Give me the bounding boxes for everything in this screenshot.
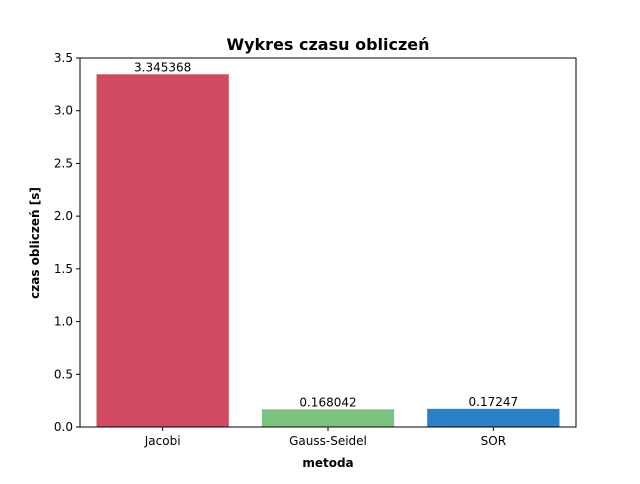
y-tick-label: 0.5	[54, 367, 73, 381]
chart-title: Wykres czasu obliczeń	[226, 35, 429, 54]
bar-gauss-seidel	[261, 409, 395, 427]
y-tick-label: 3.5	[54, 51, 73, 65]
y-tick-label: 1.0	[54, 315, 73, 329]
bar-value-label: 0.168042	[299, 395, 356, 409]
y-tick-label: 1.5	[54, 262, 73, 276]
bar-sor	[427, 408, 560, 427]
x-axis-label: metoda	[302, 456, 353, 470]
y-tick-label: 2.5	[54, 156, 73, 170]
y-tick-label: 0.0	[54, 420, 73, 434]
bar-jacobi	[96, 74, 229, 428]
bar-value-label: 0.17247	[469, 395, 519, 409]
y-axis-label: czas obliczeń [s]	[28, 187, 42, 299]
axes-layer: 0.0 0.5 1.0 1.5 2.0 2.5 3.0 3.5 Jacobi Gauss-Seid…	[54, 51, 577, 448]
x-tick-label: Jacobi	[144, 434, 181, 448]
x-tick-label: SOR	[481, 434, 506, 448]
bars-layer: 3.345368 0.168042 0.17247	[96, 60, 560, 428]
y-tick-label: 2.0	[54, 209, 73, 223]
y-tick-label: 3.0	[54, 104, 73, 118]
bar-value-label: 3.345368	[134, 60, 191, 74]
x-tick-label: Gauss-Seidel	[289, 434, 367, 448]
